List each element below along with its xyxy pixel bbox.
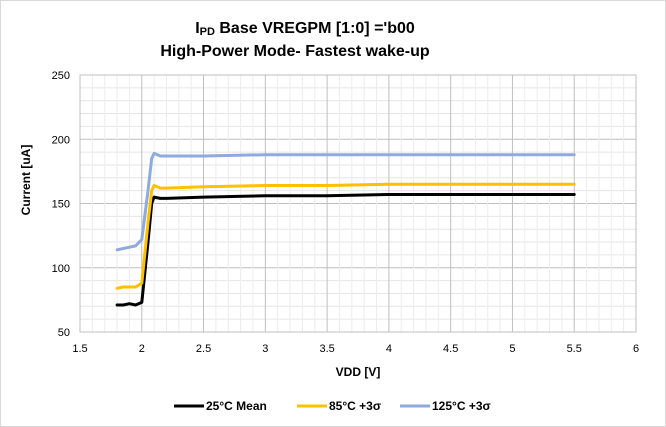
series-line-2 [115,151,576,252]
series-line-0 [115,193,576,307]
chart-title-rest: Base VREGPM [1:0] ='b00 [215,20,415,37]
x-tick-labels: 1.5 2 2.5 3 3.5 4 4.5 5 5.5 6 [72,343,639,355]
x-tick-label: 4 [386,343,392,355]
series-line-1 [115,182,576,290]
x-tick-label: 5 [509,343,515,355]
x-tick-label: 5.5 [567,343,582,355]
y-tick-label: 200 [52,134,70,146]
x-tick-label: 3.5 [319,343,334,355]
x-tick-label: 2 [139,343,145,355]
y-tick-label: 50 [58,327,70,339]
x-tick-label: 3 [262,343,268,355]
plot-area-border [79,74,637,333]
gridlines [79,74,637,333]
chart-title: IPD Base VREGPM [1:0] ='b00 [195,20,415,38]
y-tick-label: 250 [52,70,70,82]
x-axis-title: VDD [V] [336,365,381,379]
x-tick-label: 1.5 [72,343,87,355]
y-tick-label: 100 [52,263,70,275]
x-tick-label: 2.5 [196,343,211,355]
y-tick-labels: 50 100 150 200 250 [52,70,70,339]
y-axis-title: Current [uA] [19,145,33,216]
legend-label-0: 25°C Mean [206,399,267,413]
y-tick-label: 150 [52,199,70,211]
chart-title-subscript: PD [200,26,215,38]
legend: 25°C Mean 85°C +3σ 125°C +3σ [174,399,491,413]
chart-subtitle: High-Power Mode- Fastest wake-up [160,43,430,60]
x-tick-label: 4.5 [443,343,458,355]
legend-label-1: 85°C +3σ [329,399,381,413]
x-tick-label: 6 [633,343,639,355]
legend-label-2: 125°C +3σ [432,399,491,413]
chart-title-prefix: I [195,20,199,37]
series-lines [115,151,576,307]
